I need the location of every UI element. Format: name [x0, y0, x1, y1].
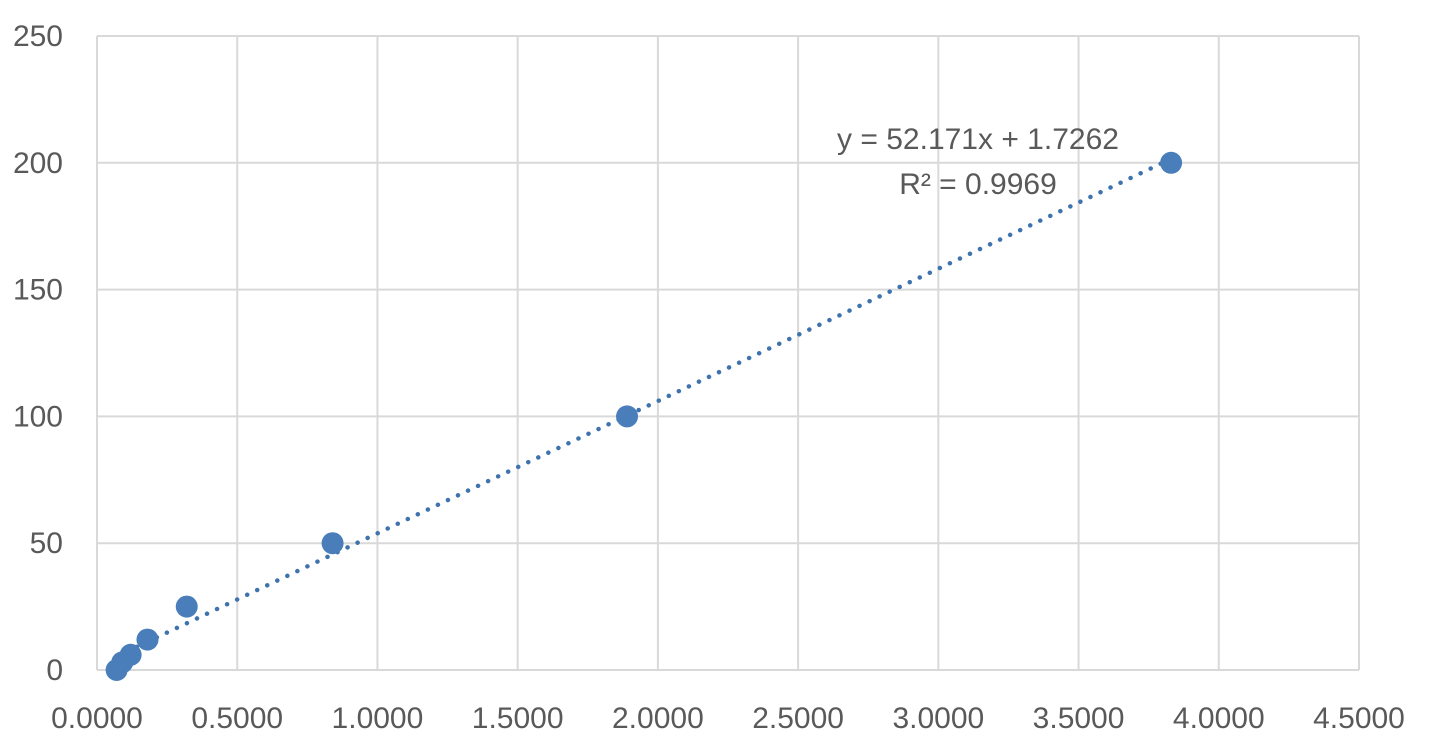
x-tick-label: 1.0000 [332, 702, 424, 735]
y-tick-label: 100 [13, 400, 63, 433]
trendline-r2: R² = 0.9969 [899, 168, 1057, 201]
trendline-annotation: y = 52.171x + 1.7262 R² = 0.9969 [837, 123, 1119, 201]
x-tick-label: 1.5000 [472, 702, 564, 735]
gridlines [96, 35, 1360, 671]
x-tick-label: 3.5000 [1033, 702, 1125, 735]
y-tick-label: 50 [30, 527, 63, 560]
x-tick-label: 3.0000 [892, 702, 984, 735]
data-point [1160, 151, 1183, 174]
trendline-layer [114, 156, 1174, 659]
x-tick-label: 0.0000 [51, 702, 143, 735]
data-point [119, 643, 142, 666]
y-tick-label: 0 [46, 654, 63, 687]
x-tick-label: 2.5000 [752, 702, 844, 735]
trendline [114, 156, 1174, 659]
y-tick-label: 200 [13, 147, 63, 180]
x-tick-label: 0.5000 [191, 702, 283, 735]
y-tick-label: 250 [13, 20, 63, 53]
data-point [175, 595, 198, 618]
x-tick-label: 2.0000 [612, 702, 704, 735]
data-point [616, 405, 639, 428]
trendline-equation: y = 52.171x + 1.7262 [837, 123, 1119, 156]
tick-labels: 0.0000 0.5000 1.0000 1.5000 2.0000 2.5000 3.00… [13, 20, 1405, 735]
data-point [321, 532, 344, 555]
y-tick-label: 150 [13, 274, 63, 307]
x-tick-label: 4.0000 [1173, 702, 1265, 735]
x-tick-label: 4.5000 [1313, 702, 1405, 735]
data-points [105, 151, 1183, 681]
data-point [136, 628, 159, 651]
